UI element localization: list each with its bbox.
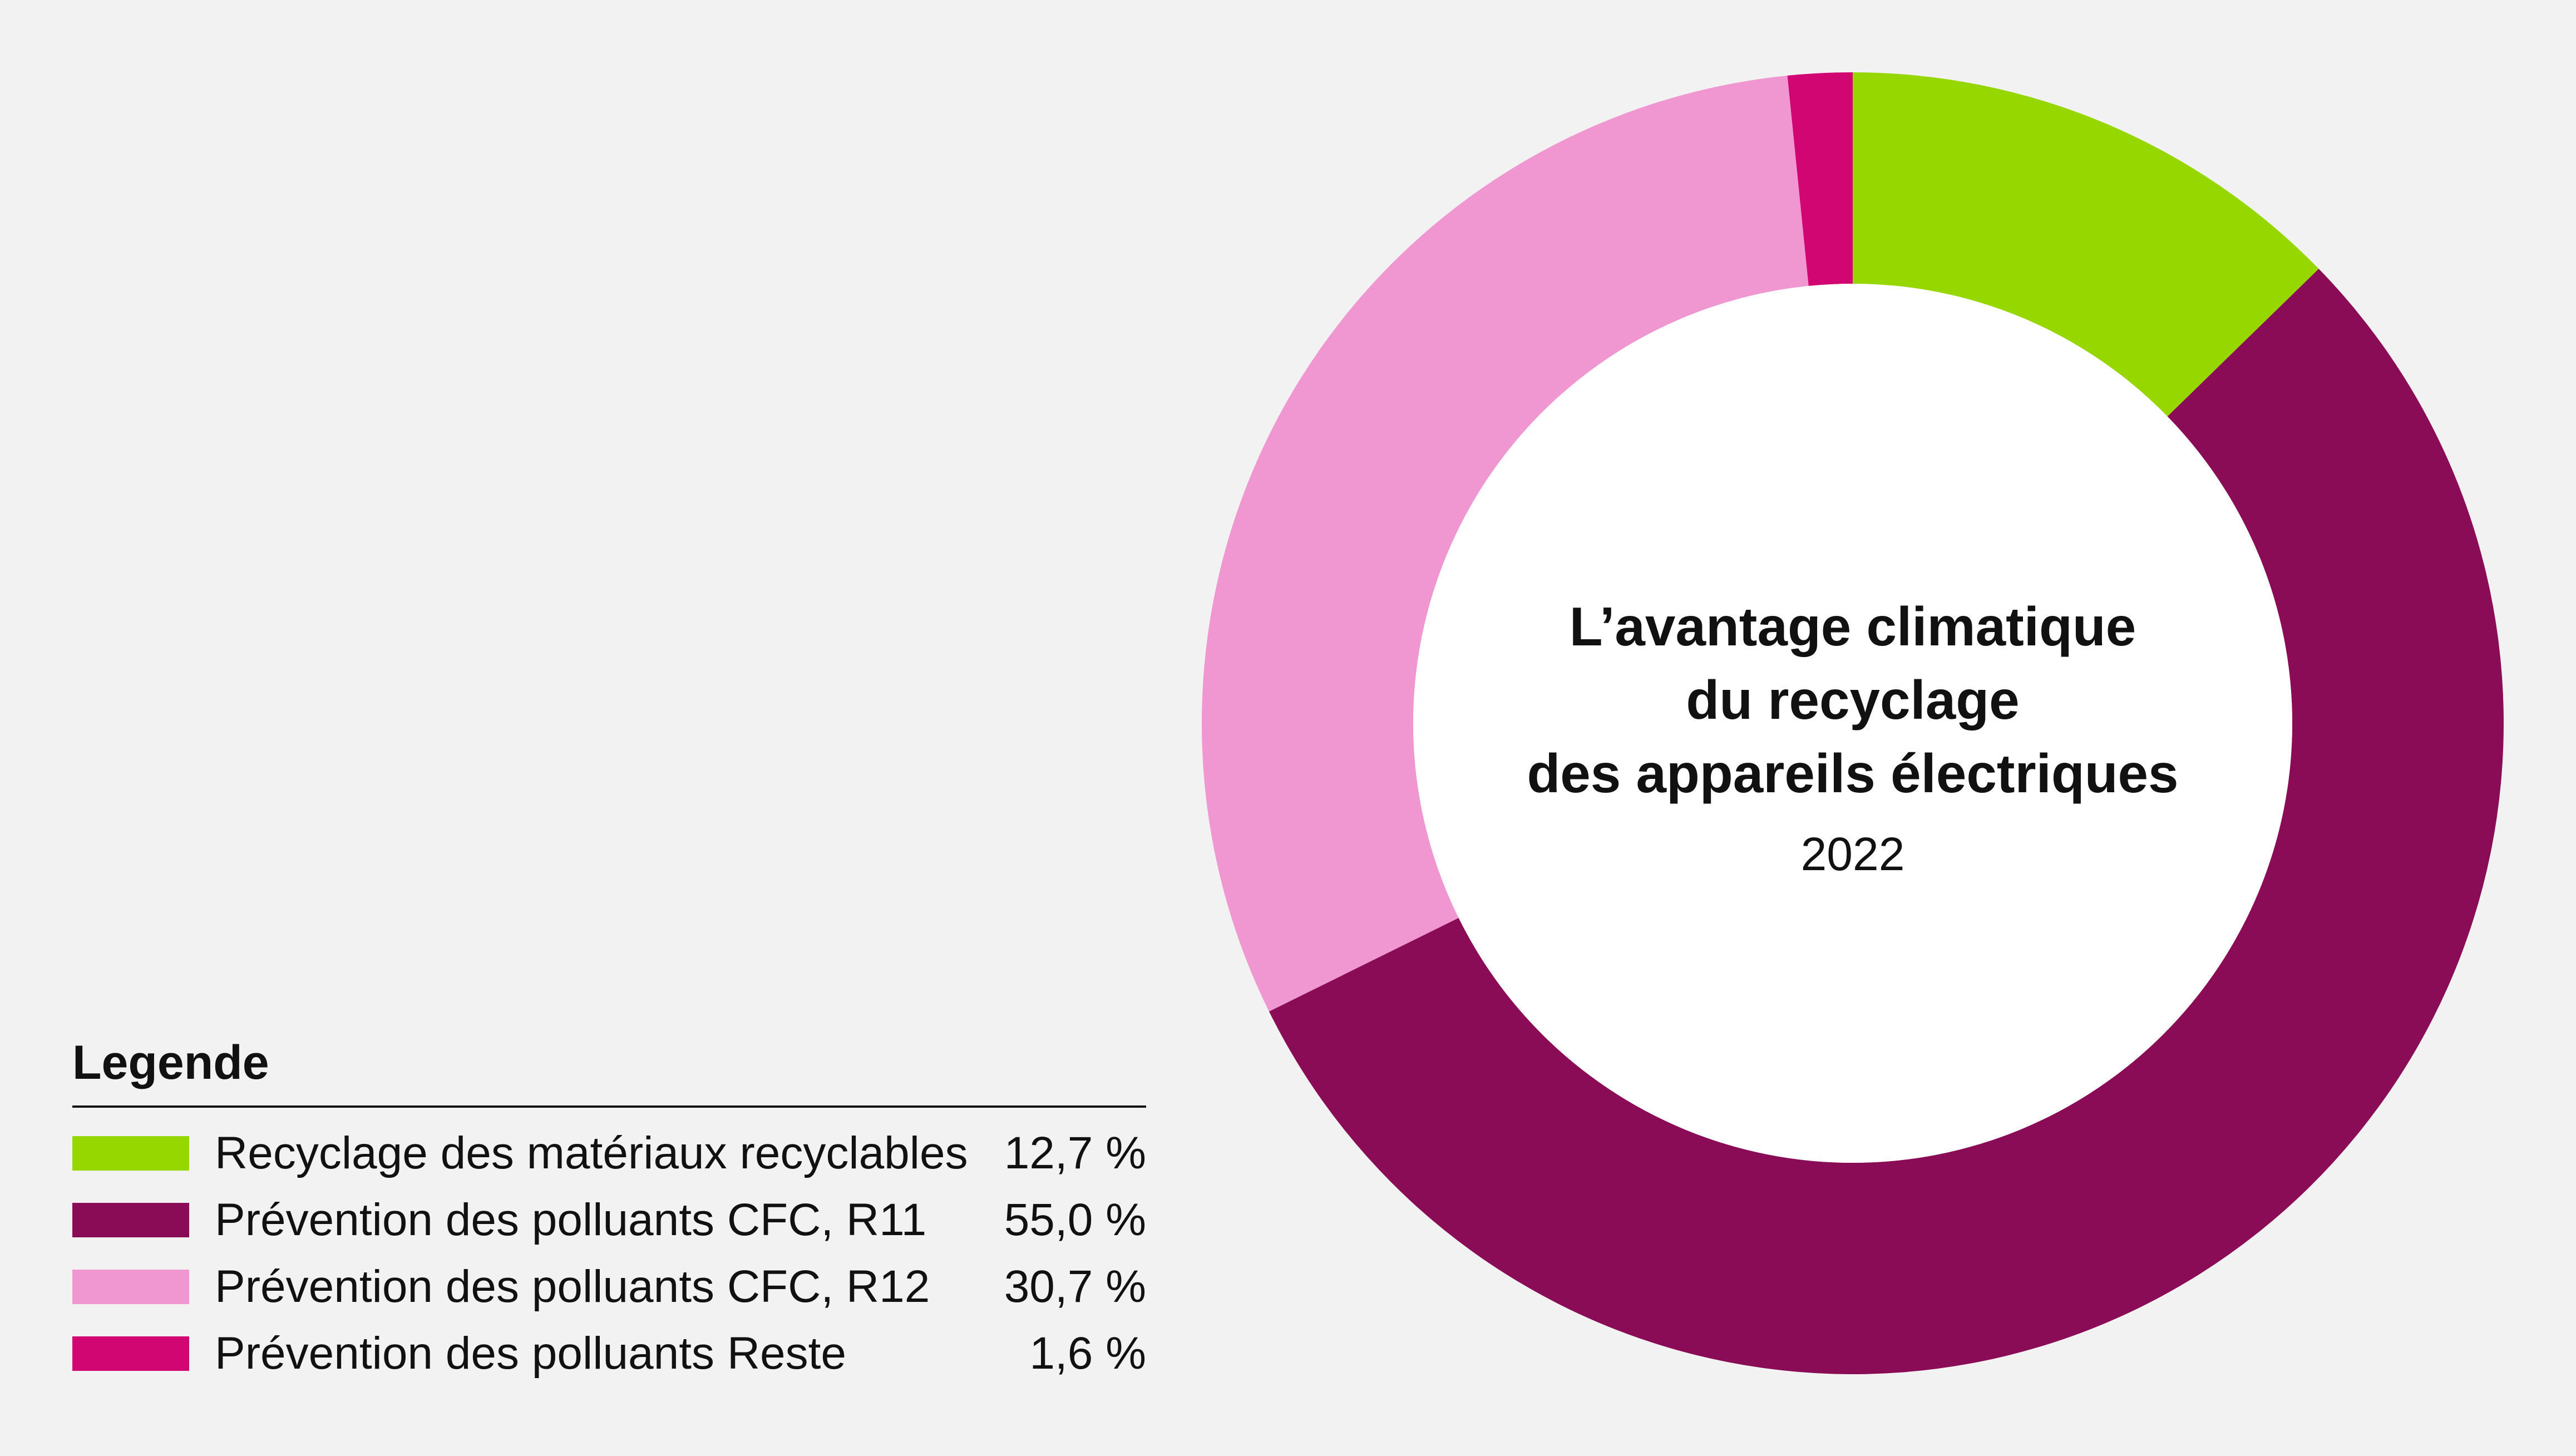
legend-value: 30,7 % [1004, 1261, 1146, 1312]
legend-item: Recyclage des matériaux recyclables 12,7… [72, 1120, 1146, 1187]
legend-label: Prévention des polluants CFC, R12 [215, 1261, 930, 1312]
legend-label: Prévention des polluants CFC, R11 [215, 1195, 927, 1245]
legend-label: Prévention des polluants Reste [215, 1328, 847, 1379]
legend-swatch [72, 1203, 189, 1237]
legend-item: Prévention des polluants CFC, R12 30,7 % [72, 1253, 1146, 1320]
legend-title: Legende [72, 1032, 1146, 1108]
chart-title-line-2: du recyclage [1686, 669, 2020, 731]
donut-hole [1413, 284, 2292, 1163]
donut-slice-1 [1853, 72, 2319, 417]
legend-swatch [72, 1336, 189, 1371]
legend-value: 1,6 % [1029, 1328, 1146, 1379]
legend-swatch [72, 1136, 189, 1171]
donut-slice-3 [1201, 75, 1809, 1012]
legend-value: 12,7 % [1004, 1128, 1146, 1178]
legend-items: Recyclage des matériaux recyclables 12,7… [72, 1120, 1146, 1387]
chart-subtitle-year: 2022 [1800, 828, 1905, 880]
chart-title-line-3: des appareils électriques [1527, 743, 2179, 804]
donut-slice-4 [1787, 72, 1853, 286]
legend: Legende Recyclage des matériaux recyclab… [72, 1032, 1146, 1387]
legend-item: Prévention des polluants Reste 1,6 % [72, 1320, 1146, 1387]
chart-title-line-1: L’avantage climatique [1569, 596, 2136, 657]
chart-title-block: L’avantage climatique du recyclage des a… [1408, 590, 2298, 896]
legend-item: Prévention des polluants CFC, R11 55,0 % [72, 1187, 1146, 1253]
donut-slice-2 [1269, 269, 2504, 1374]
legend-value: 55,0 % [1004, 1195, 1146, 1245]
legend-label: Recyclage des matériaux recyclables [215, 1128, 968, 1178]
legend-swatch [72, 1270, 189, 1304]
donut-slices [1201, 72, 2504, 1374]
